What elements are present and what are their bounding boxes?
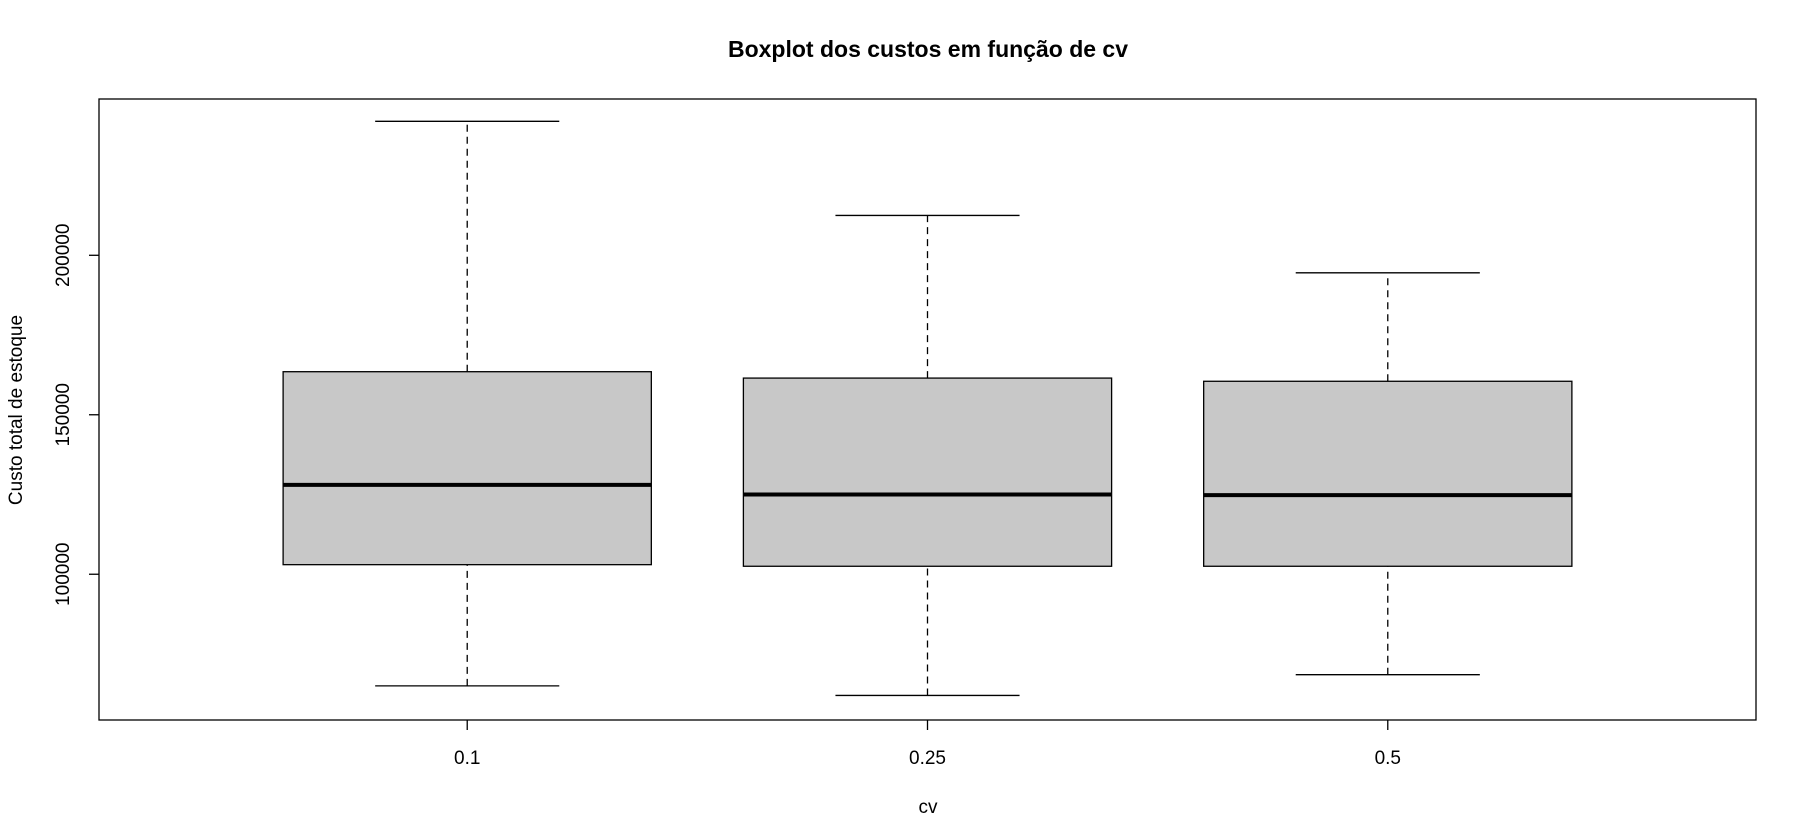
x-tick-label: 0.1 [454,748,480,769]
box-0.1 [282,120,652,687]
x-axis: 0.1 0.25 0.5 [454,720,1401,769]
y-axis: 100000 150000 200000 [53,224,99,606]
y-tick-label: 200000 [53,224,74,287]
y-tick-label: 150000 [53,383,74,446]
x-tick-label: 0.5 [1375,748,1401,769]
y-tick-label: 100000 [53,543,74,606]
iqr-box [742,377,1113,567]
box-0.5 [1203,272,1573,676]
y-axis-label: Custo total de estoque [6,315,27,505]
x-tick-label: 0.25 [909,748,946,769]
x-axis-label: cv [919,797,939,818]
boxes-group [282,120,1573,697]
box-0.25 [742,214,1113,697]
iqr-box [282,371,652,566]
chart-title: Boxplot dos custos em função de cv [728,36,1128,62]
iqr-box [1203,380,1573,567]
